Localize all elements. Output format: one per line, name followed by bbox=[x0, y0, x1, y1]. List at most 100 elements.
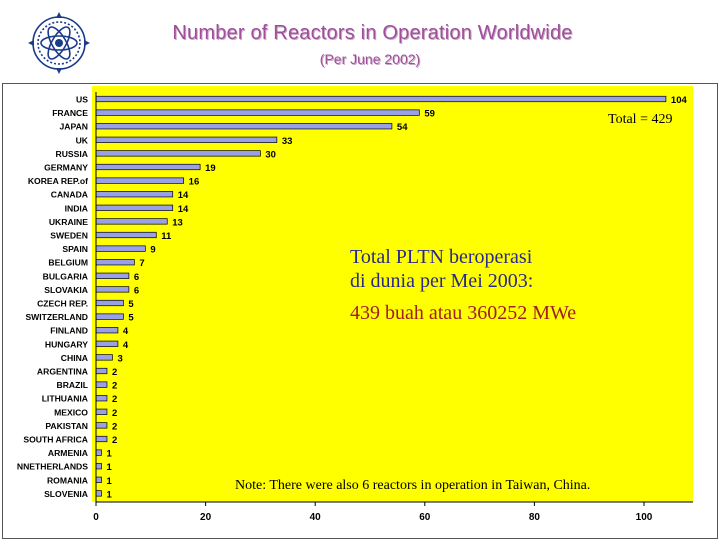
value-label: 33 bbox=[282, 136, 293, 147]
bar-france bbox=[95, 109, 420, 116]
value-label: 3 bbox=[117, 353, 122, 364]
bar-south-africa bbox=[95, 435, 108, 443]
bar-slovenia bbox=[95, 490, 102, 497]
category-label: SLOVAKIA bbox=[44, 285, 88, 295]
bar-bulgaria bbox=[95, 272, 130, 279]
bar-mexico bbox=[95, 408, 108, 415]
category-label: FINLAND bbox=[50, 326, 88, 336]
x-tick-label: 60 bbox=[419, 512, 431, 523]
category-label: KOREA REP.of bbox=[28, 176, 88, 186]
value-label: 5 bbox=[128, 299, 134, 310]
value-label: 6 bbox=[134, 272, 139, 283]
pltn-note-line-1: Total PLTN beroperasi bbox=[350, 246, 533, 268]
bar-germany bbox=[95, 163, 201, 171]
bar-armenia bbox=[95, 449, 102, 456]
taiwan-footnote: Note: There were also 6 reactors in oper… bbox=[235, 478, 591, 493]
value-label: 7 bbox=[139, 258, 144, 269]
x-tick-label: 40 bbox=[310, 512, 322, 523]
bar-lithuania bbox=[95, 395, 108, 402]
category-label: MEXICO bbox=[54, 407, 88, 417]
category-labels-layer: US FRANCE JAPAN UK RUSSIA GERMANY KOREA REP.of… bbox=[17, 95, 89, 499]
category-label: CANADA bbox=[51, 190, 88, 200]
bar-czech-rep- bbox=[95, 299, 124, 307]
bar-japan bbox=[95, 123, 393, 130]
value-label: 59 bbox=[424, 109, 435, 120]
bar-belgium bbox=[95, 259, 135, 266]
category-label: UK bbox=[76, 135, 89, 145]
value-label: 6 bbox=[134, 285, 139, 296]
category-label: NNETHERLANDS bbox=[17, 462, 88, 472]
value-label: 14 bbox=[178, 204, 189, 215]
x-tick-label: 0 bbox=[93, 512, 99, 523]
value-label: 1 bbox=[106, 476, 112, 487]
bar-sweden bbox=[95, 231, 157, 239]
category-label: SWITZERLAND bbox=[25, 312, 88, 322]
value-label: 2 bbox=[112, 394, 117, 405]
category-label: ARGENTINA bbox=[37, 367, 88, 377]
value-label: 5 bbox=[128, 313, 134, 324]
value-label: 2 bbox=[112, 408, 117, 419]
value-label: 1 bbox=[106, 449, 112, 460]
value-label: 14 bbox=[178, 190, 189, 201]
category-label: BRAZIL bbox=[56, 380, 88, 390]
total-label: Total = 429 bbox=[608, 112, 673, 127]
bar-uk bbox=[95, 136, 278, 143]
value-label: 2 bbox=[112, 381, 117, 392]
category-label: GERMANY bbox=[44, 163, 88, 173]
value-label: 11 bbox=[161, 231, 172, 242]
value-label: 4 bbox=[123, 326, 129, 337]
bar-india bbox=[95, 204, 174, 211]
page-subtitle: (Per June 2002) bbox=[319, 51, 421, 67]
slide-header: Number of Reactors in Operation Worldwid… bbox=[0, 0, 720, 82]
x-axis: 0 20 40 60 80 100 bbox=[93, 92, 693, 523]
page-title: Number of Reactors in Operation Worldwid… bbox=[172, 22, 573, 44]
category-label: RUSSIA bbox=[56, 149, 88, 159]
category-label: SLOVENIA bbox=[44, 489, 88, 499]
value-label: 2 bbox=[112, 435, 117, 446]
bar-nnetherlands bbox=[95, 463, 102, 470]
category-label: ARMENIA bbox=[48, 448, 88, 458]
category-label: UKRAINE bbox=[49, 217, 88, 227]
bar-canada bbox=[95, 191, 174, 198]
value-label: 1 bbox=[106, 462, 112, 473]
pltn-note-line-3: 439 buah atau 360252 MWe bbox=[350, 302, 577, 324]
bar-brazil bbox=[95, 381, 108, 388]
x-tick-label: 80 bbox=[529, 512, 541, 523]
bar-korea-rep-of bbox=[95, 177, 185, 184]
value-label: 1 bbox=[106, 489, 112, 500]
bar-spain bbox=[95, 245, 146, 252]
x-tick-label: 100 bbox=[636, 512, 653, 523]
bar-us bbox=[95, 95, 667, 103]
category-label: SPAIN bbox=[62, 244, 88, 254]
bar-romania bbox=[95, 476, 102, 483]
category-label: SWEDEN bbox=[50, 231, 88, 241]
bar-hungary bbox=[95, 340, 119, 347]
category-label: ROMANIA bbox=[47, 475, 88, 485]
value-label: 2 bbox=[112, 367, 117, 378]
x-tick-label: 20 bbox=[200, 512, 212, 523]
bar-argentina bbox=[95, 367, 108, 375]
plot-background bbox=[92, 86, 693, 502]
value-label: 104 bbox=[671, 95, 688, 106]
value-label: 9 bbox=[150, 245, 155, 256]
category-label: BELGIUM bbox=[48, 258, 88, 268]
category-label: FRANCE bbox=[52, 108, 88, 118]
value-label: 16 bbox=[189, 177, 200, 188]
bar-switzerland bbox=[95, 313, 124, 320]
category-label: JAPAN bbox=[60, 122, 89, 132]
value-label: 30 bbox=[265, 149, 276, 160]
bar-china bbox=[95, 354, 113, 361]
value-label: 2 bbox=[112, 421, 117, 432]
bars-layer bbox=[95, 95, 667, 497]
category-label: SOUTH AFRICA bbox=[23, 435, 88, 445]
value-label: 4 bbox=[123, 340, 129, 351]
value-labels-layer: 1045954333019161414131197665544322222211… bbox=[106, 95, 687, 500]
bar-finland bbox=[95, 327, 119, 334]
category-label: CHINA bbox=[61, 353, 88, 363]
category-label: CZECH REP. bbox=[37, 299, 88, 309]
category-label: HUNGARY bbox=[45, 339, 88, 349]
category-label: PAKISTAN bbox=[45, 421, 88, 431]
atom-emblem-icon bbox=[28, 12, 90, 74]
bar-slovakia bbox=[95, 286, 130, 293]
